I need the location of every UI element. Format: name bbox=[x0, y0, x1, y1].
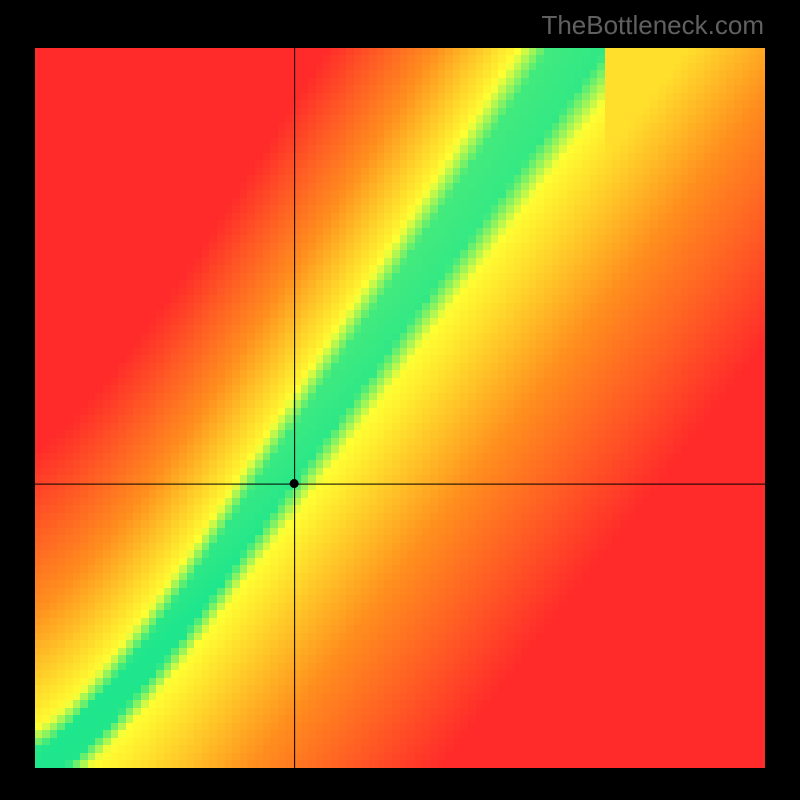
watermark-text: TheBottleneck.com bbox=[541, 10, 764, 41]
bottleneck-heatmap bbox=[35, 48, 765, 768]
chart-container: TheBottleneck.com bbox=[0, 0, 800, 800]
